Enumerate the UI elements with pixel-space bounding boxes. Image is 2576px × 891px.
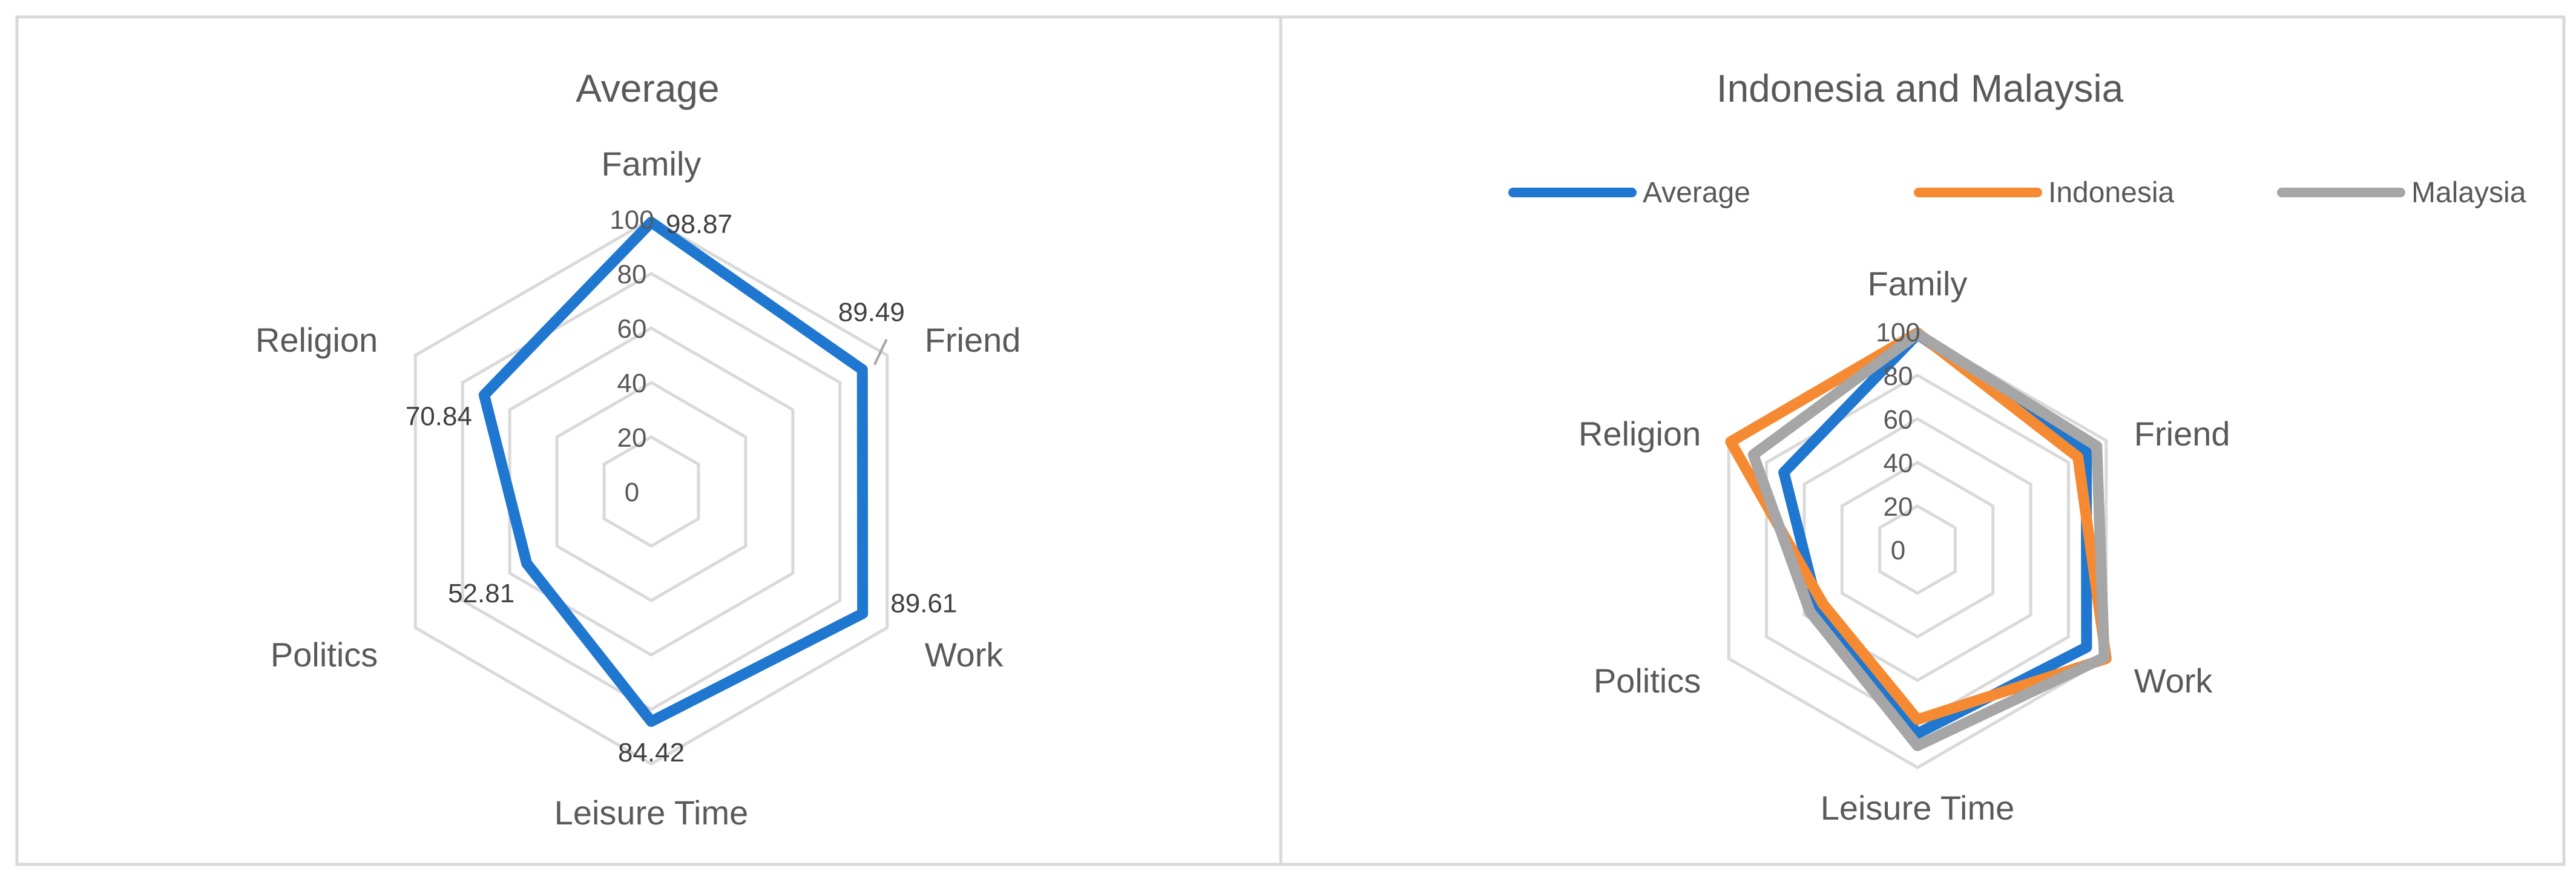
grid-ring-40: [555, 381, 748, 602]
series-point-malaysia-friend: [2096, 446, 2098, 447]
category-label-family: Family: [602, 145, 702, 183]
series-point-indonesia-leisure-time: [1917, 718, 1918, 720]
category-label-leisure-time: Leisure Time: [554, 794, 749, 832]
data-label-work: 89.61: [890, 589, 957, 619]
grid-ring-20: [1878, 504, 1957, 595]
grid-ring-60: [508, 326, 795, 657]
category-label-work: Work: [925, 636, 1004, 674]
series-point-malaysia-politics: [1809, 611, 1811, 613]
tick-label-80: 80: [617, 260, 647, 289]
grid-ring-80: [461, 272, 842, 711]
category-label-leisure-time: Leisure Time: [1821, 789, 2015, 827]
data-label-family: 98.87: [666, 209, 732, 239]
series-point-average-friend: [861, 369, 863, 370]
category-label-politics: Politics: [1594, 662, 1701, 700]
legend-item-average: Average: [1508, 177, 1750, 209]
series-point-average-family: [651, 222, 652, 223]
series-point-malaysia-family: [1917, 333, 1918, 335]
tick-label-0: 0: [1891, 536, 1905, 565]
grid-ring-60: [1802, 417, 2032, 682]
grid-ring-40: [1840, 461, 1995, 639]
chart-legend: Average Indonesia Malaysia: [1508, 177, 2526, 209]
category-label-politics: Politics: [271, 636, 378, 674]
legend-item-indonesia: Indonesia: [1914, 177, 2174, 209]
tick-label-60: 60: [1884, 405, 1913, 435]
radar-series-layer: [1725, 327, 2112, 751]
radar-category-labels: Family Friend Work Leisure Time Politics Reli…: [255, 145, 1021, 832]
grid-ring-20: [602, 435, 700, 548]
grid-ring-100: [413, 217, 889, 766]
category-label-friend: Friend: [2134, 415, 2230, 453]
series-point-average-work: [2086, 646, 2088, 648]
tick-label-80: 80: [1884, 361, 1913, 391]
legend-item-malaysia: Malaysia: [2277, 177, 2526, 209]
data-label-leader-line: [873, 338, 888, 366]
series-point-average-work: [862, 613, 864, 614]
category-label-work: Work: [2134, 662, 2213, 700]
data-label-leisure-time: 84.42: [618, 738, 685, 768]
radar-chart-average: Average 0 20 40 60 80 100 Family Friend Work Lei…: [255, 67, 1021, 832]
series-point-average-religion: [483, 394, 485, 396]
chart-title: Average: [576, 67, 719, 110]
data-label-politics: 52.81: [448, 579, 514, 608]
tick-label-100: 100: [610, 205, 654, 235]
data-label-religion: 70.84: [406, 402, 472, 432]
series-point-indonesia-religion: [1730, 441, 1732, 442]
category-label-friend: Friend: [925, 321, 1021, 359]
series-point-malaysia-religion: [1752, 454, 1754, 456]
radar-chart-indonesia-malaysia: Indonesia and Malaysia Average Indonesia M…: [1508, 67, 2526, 827]
radar-data-labels: 98.87 89.49 89.61 84.42 52.81 70.84: [406, 209, 958, 768]
tick-label-40: 40: [617, 369, 647, 398]
series-point-average-friend: [2086, 451, 2088, 453]
chart-panel-right: [1279, 15, 2566, 866]
radar-tick-labels: 0 20 40 60 80 100: [610, 205, 654, 507]
series-point-average-leisure-time: [1917, 732, 1918, 734]
tick-label-100: 100: [1876, 318, 1920, 347]
tick-label-20: 20: [617, 423, 647, 453]
series-point-average-politics: [1817, 607, 1819, 608]
series-point-average-politics: [526, 562, 528, 564]
tick-label-0: 0: [625, 478, 639, 507]
series-point-indonesia-friend: [2077, 456, 2079, 458]
tick-label-20: 20: [1884, 492, 1913, 522]
legend-label: Malaysia: [2411, 177, 2526, 209]
series-point-average-leisure-time: [651, 720, 652, 722]
series-point-malaysia-leisure-time: [1917, 745, 1918, 746]
legend-label: Indonesia: [2048, 177, 2174, 209]
series-point-malaysia-work: [2103, 657, 2105, 659]
radar-grid: [413, 217, 889, 766]
category-label-religion: Religion: [1579, 415, 1701, 453]
data-label-friend: 89.49: [838, 298, 905, 327]
chart-title: Indonesia and Malaysia: [1717, 67, 2124, 110]
tick-label-40: 40: [1884, 449, 1913, 478]
category-label-family: Family: [1868, 265, 1968, 303]
radar-tick-labels: 0 20 40 60 80 100: [1876, 318, 1920, 565]
series-point-average-religion: [1783, 472, 1785, 473]
tick-label-60: 60: [617, 314, 647, 344]
legend-label: Average: [1643, 177, 1750, 209]
radar-series-layer: [478, 217, 869, 727]
radar-category-labels: Family Friend Work Leisure Time Politics Reli…: [1579, 265, 2230, 827]
category-label-religion: Religion: [255, 321, 378, 359]
series-point-indonesia-politics: [1822, 603, 1824, 605]
